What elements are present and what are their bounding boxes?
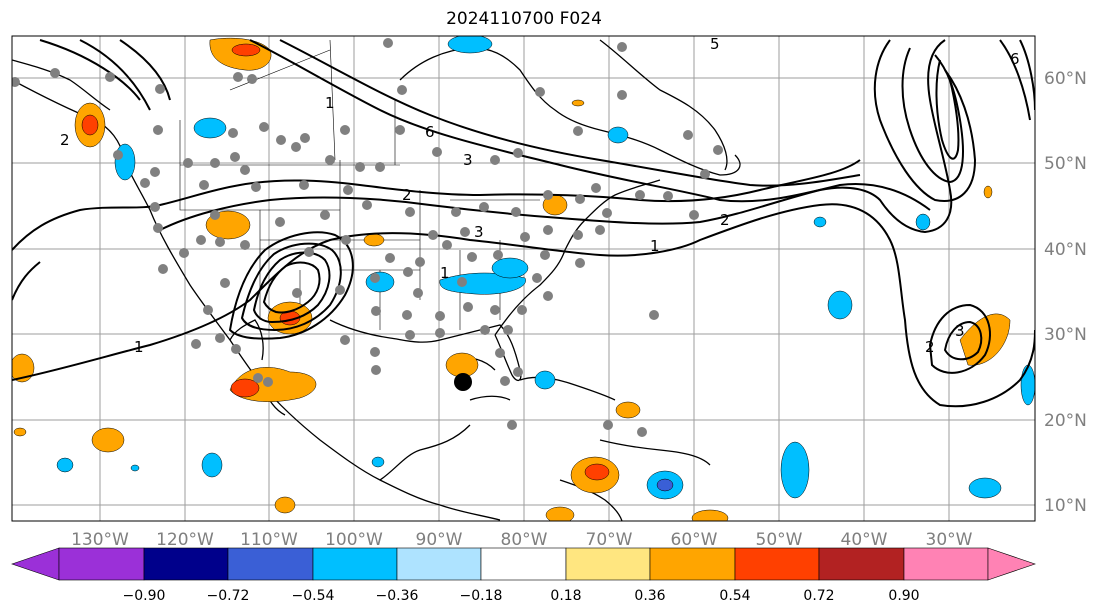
contour-lines [12,39,1035,408]
colorbar-segment [903,547,989,581]
colorbar-tick: 0.90 [888,588,919,604]
contour-label: 1 [325,94,335,112]
lon-label: 130°W [71,530,129,550]
lat-label: 60°N [1044,69,1087,89]
lon-label: 80°W [501,530,548,550]
contour-label: 6 [425,123,435,141]
lat-label: 30°N [1044,325,1087,345]
colorbar-tick: 0.54 [719,588,750,604]
observation-stations [12,38,723,437]
colorbar [11,547,1036,581]
colorbar-high-extend [987,547,1036,581]
lon-label: 120°W [156,530,214,550]
colorbar-tick: 0.18 [550,588,581,604]
colorbar-tick: −0.54 [292,588,335,604]
colorbar-tick: −0.36 [376,588,419,604]
lat-label: 50°N [1044,154,1087,174]
contour-label: 2 [720,211,730,229]
colorbar-tick: −0.18 [460,588,503,604]
contour-label: 6 [1010,50,1020,68]
colorbar-segment [396,547,482,581]
colorbar-segment [143,547,229,581]
contour-label: 2 [925,338,935,356]
shaded-anomalies [12,36,1035,521]
contour-label: 1 [650,237,660,255]
colorbar-ticks: −0.90 −0.72 −0.54 −0.36 −0.18 0.18 0.36 … [123,588,920,604]
colorbar-segment [818,547,905,581]
lon-label: 100°W [325,530,383,550]
contour-label: 2 [402,186,412,204]
map-frame [11,35,1036,522]
lon-label: 30°W [926,530,973,550]
contour-labels: 1 1 1 2 2 2 3 3 3 6 6 5 2 1 [60,35,1020,356]
colorbar-segment [480,547,567,581]
lat-label: 20°N [1044,411,1087,431]
colorbar-segment [734,547,820,581]
map-title: 2024110700 F024 [446,9,602,29]
colorbar-tick: −0.72 [207,588,250,604]
contour-label: 5 [710,35,720,53]
contour-label: 1 [440,264,450,282]
colorbar-low-extend [11,547,60,581]
colorbar-segment [565,547,651,581]
colorbar-tick: 0.72 [803,588,834,604]
latitude-labels: 60°N 50°N 40°N 30°N 20°N 10°N [1044,69,1087,516]
contour-label: 3 [955,322,965,340]
lat-label: 40°N [1044,240,1087,260]
longitude-labels: 130°W 120°W 110°W 100°W 90°W 80°W 70°W 6… [71,530,973,550]
lon-label: 50°W [756,530,803,550]
colorbar-segment [58,547,145,581]
contour-label: 3 [463,151,473,169]
lon-label: 70°W [586,530,633,550]
lon-label: 40°W [841,530,888,550]
lon-label: 90°W [416,530,463,550]
colorbar-segment [649,547,736,581]
colorbar-tick: 0.36 [634,588,665,604]
colorbar-segment [227,547,314,581]
colorbar-tick: −0.90 [123,588,166,604]
lon-label: 110°W [240,530,298,550]
lon-label: 60°W [671,530,718,550]
contour-label: 2 [60,131,70,149]
contour-label: 1 [134,338,144,356]
lat-label: 10°N [1044,496,1087,516]
storm-center-marker [454,373,472,391]
colorbar-segment [312,547,398,581]
contour-label: 3 [474,223,484,241]
coastlines [12,39,741,521]
